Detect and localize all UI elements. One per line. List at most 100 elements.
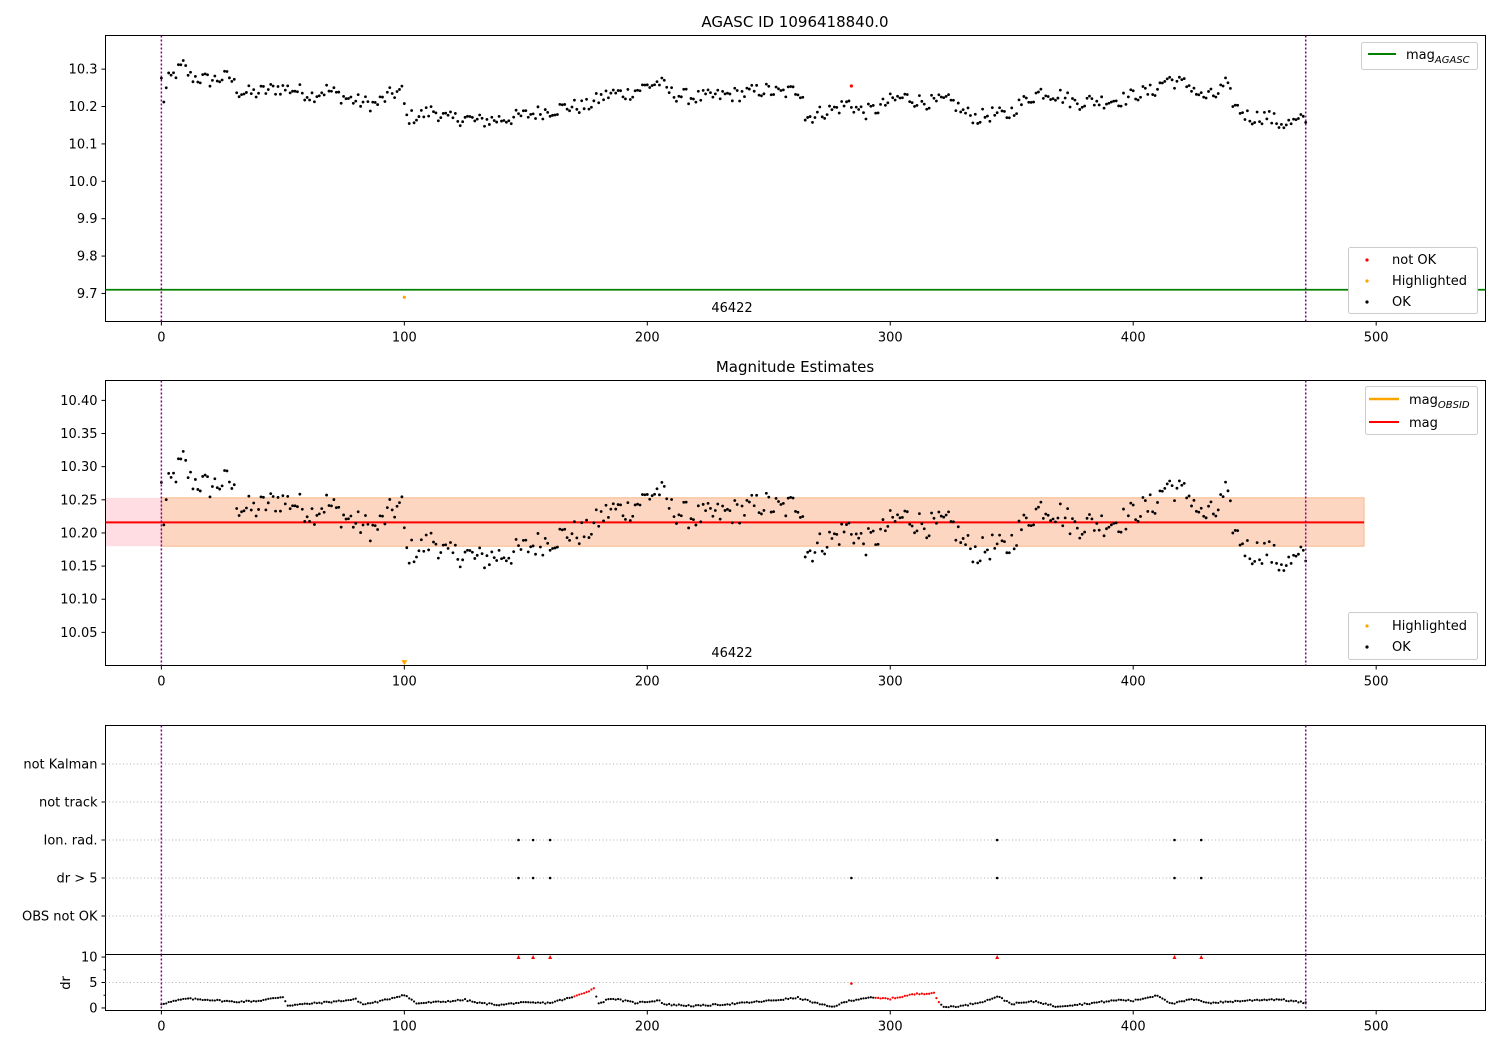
p2-ok-point <box>279 509 282 513</box>
p1-ok-point <box>432 110 435 114</box>
p2-ok-point <box>1000 539 1004 543</box>
p1-ok-point <box>1192 86 1196 90</box>
p1-ok-point <box>743 95 746 99</box>
p4-dr-point <box>1287 1000 1290 1003</box>
p2-ok-point <box>675 522 678 525</box>
p1-ok-point <box>385 90 389 94</box>
p4-dr-point <box>697 1004 700 1007</box>
legend2-ok-label: OK <box>1392 640 1411 655</box>
p4-dr-point <box>787 997 790 1001</box>
p4-dr-point <box>1275 998 1278 1001</box>
p2-ok-point <box>541 553 545 557</box>
p4-dr-point <box>366 1002 369 1005</box>
p4-dr-point <box>772 999 775 1002</box>
p2-ok-point <box>1284 564 1288 567</box>
p4-dr-point <box>716 1003 719 1007</box>
p2-ok-point <box>990 533 994 537</box>
p4-dr-point <box>162 1002 165 1006</box>
p2-ok-point <box>558 527 562 531</box>
p1-ok-point <box>402 102 406 105</box>
p2-ok-point <box>196 488 200 491</box>
p1-ok-point <box>981 107 984 111</box>
p2-ok-point <box>694 523 698 527</box>
p4-dr-point-notok <box>889 998 892 1001</box>
p4-dr-point <box>962 1004 965 1007</box>
p3-row-label: not Kalman <box>23 758 97 773</box>
p1-ok-point <box>191 80 195 84</box>
p2-ok-point <box>422 549 426 553</box>
p2-ok-point <box>296 505 299 509</box>
p2-ok-point <box>808 549 812 553</box>
p1-ok-point <box>891 96 895 100</box>
panel2-legend-bottom: Highlighted OK <box>1348 612 1478 660</box>
p1-ok-point <box>546 110 550 114</box>
p4-dr-point <box>692 1005 695 1008</box>
p1-ok-point <box>371 100 375 104</box>
p4-dr-point <box>536 1001 540 1004</box>
p1-ok-point <box>1146 92 1150 96</box>
panel1-legend-top-box <box>1361 42 1478 70</box>
legend-ok-label: OK <box>1392 295 1411 310</box>
p2-ok-point <box>1022 513 1026 517</box>
p1-ok-point <box>1180 78 1184 82</box>
p2-ok-point <box>483 566 486 570</box>
p1-ok-point <box>716 88 720 92</box>
p1-ok-point <box>726 91 729 95</box>
p4-dr-point <box>1202 1000 1205 1004</box>
p3-row-label: not track <box>39 796 98 811</box>
p2-ok-point <box>1066 507 1070 511</box>
p1-ok-point <box>609 91 613 95</box>
p2-ok-point <box>570 532 574 536</box>
p2-ok-point <box>1039 500 1043 504</box>
p2-ok-point <box>347 517 350 521</box>
p1-ok-point <box>179 63 183 67</box>
p1-ok-point <box>592 99 596 103</box>
p4-dr-point <box>755 1000 758 1003</box>
p1-ok-point <box>196 80 200 84</box>
p4-dr-point <box>949 1005 953 1008</box>
p2-ok-point <box>381 514 384 518</box>
p1-ok-point <box>862 111 865 115</box>
p4-dr-capped-point <box>531 955 536 960</box>
p4-dr-point <box>1068 1004 1072 1007</box>
p2-ok-point <box>944 513 948 517</box>
p2-ok-point <box>1131 503 1135 507</box>
p1-ok-point <box>422 115 426 119</box>
p2-ok-point <box>478 546 482 550</box>
p4-dr-point <box>1151 995 1154 999</box>
p2-ok-point <box>796 510 800 514</box>
p4-dr-point <box>1236 999 1239 1003</box>
p4-dr-point <box>327 1001 331 1004</box>
p4-dr-point <box>651 1000 654 1003</box>
p1-ok-point <box>1143 86 1147 90</box>
p2-ok-point <box>609 507 613 511</box>
p4-dr-point <box>272 996 275 1000</box>
p1-ok-point <box>888 92 892 96</box>
p1-ok-point <box>954 109 958 113</box>
p1-ok-point <box>252 88 256 92</box>
p2-ok-point <box>468 549 472 552</box>
p4-dr-point <box>981 1001 984 1004</box>
p1-ok-point <box>777 87 780 91</box>
p2-ok-point <box>981 536 984 539</box>
p4-dr-point <box>279 996 282 999</box>
p1-ok-point <box>164 86 168 90</box>
p1-ok-point <box>740 89 744 93</box>
p2-ok-point <box>1012 547 1016 551</box>
p1-ok-point <box>752 89 756 93</box>
p1-ok-point <box>684 87 688 91</box>
p2-ok-point <box>866 527 870 530</box>
p2-ok-point <box>342 513 345 517</box>
p1-ok-point <box>230 80 234 83</box>
p4-dr-point <box>1268 998 1271 1001</box>
p4-dr-point <box>544 1002 547 1005</box>
p4-dr-point <box>631 1000 634 1003</box>
p1-ok-point <box>551 113 554 117</box>
p1-ok-point <box>228 76 231 80</box>
p1-ok-point <box>755 83 759 87</box>
p4-dr-point <box>225 999 229 1002</box>
p1-ok-point <box>857 108 861 111</box>
p4-dr-point <box>969 1002 972 1005</box>
p2-ok-point <box>402 526 406 530</box>
